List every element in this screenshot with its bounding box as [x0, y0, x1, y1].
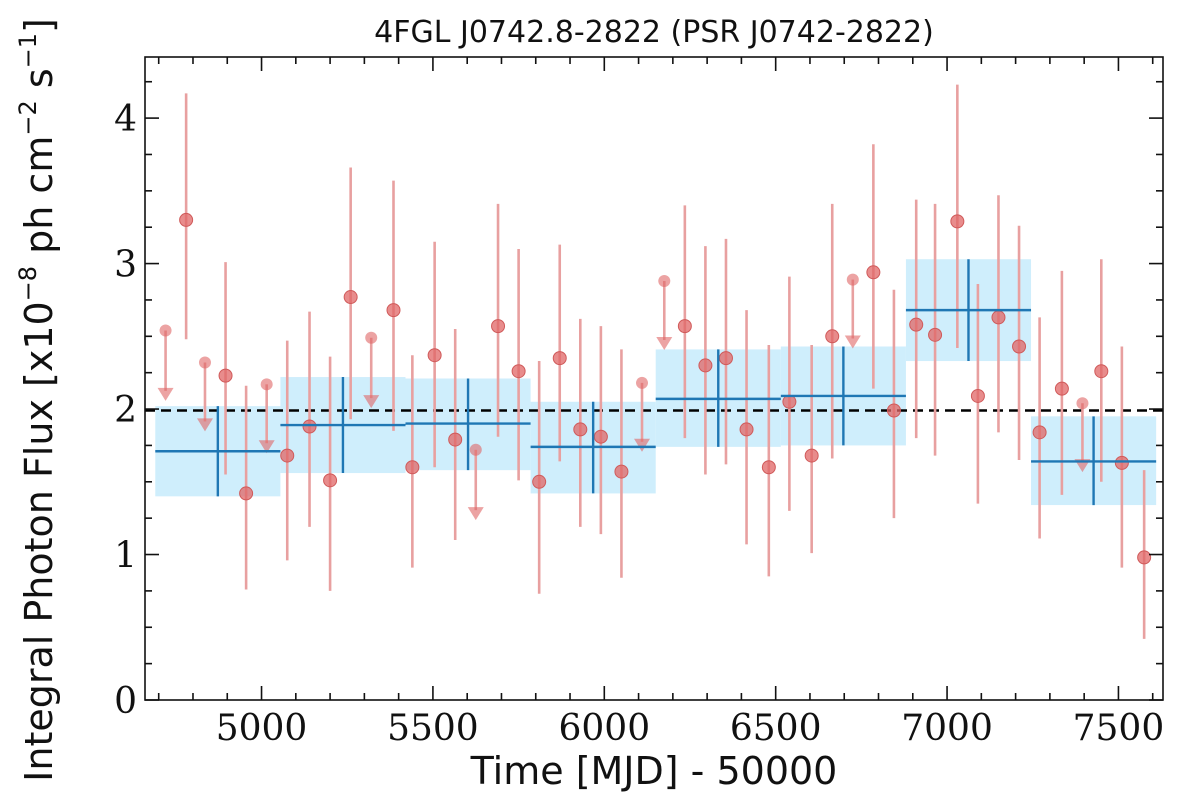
- upper-limit-arrow: [467, 507, 484, 521]
- y-tick-label: 3: [114, 245, 137, 286]
- upper-limit-arrow: [363, 395, 380, 409]
- flux-point: [511, 364, 526, 379]
- flux-point: [761, 460, 776, 475]
- plot-frame: [144, 56, 1164, 701]
- flux-point: [909, 317, 924, 332]
- flux-point: [698, 358, 713, 373]
- flux-point: [614, 464, 629, 479]
- x-tick-label: 7000: [901, 708, 993, 749]
- y-axis-label: Integral Photon Flux [x10−8 ph cm−2 s−1]: [14, 18, 61, 782]
- flux-point: [886, 403, 901, 418]
- y-tick-label: 2: [114, 390, 137, 431]
- upper-limit-point: [1076, 397, 1089, 410]
- flux-point: [1012, 339, 1027, 354]
- flux-point: [405, 460, 420, 475]
- y-axis-label-exp1: −8: [14, 266, 42, 301]
- upper-limit-point: [159, 324, 172, 337]
- flux-point: [970, 388, 985, 403]
- upper-limit-point: [658, 275, 671, 288]
- x-axis-label: Time [MJD] - 50000: [470, 749, 838, 793]
- x-tick-label: 5000: [216, 708, 308, 749]
- upper-limit-point: [846, 273, 859, 286]
- flux-point: [1032, 425, 1047, 440]
- tick-labels: 5000 5500 6000 6500 7000 7500 0 1 2 3 4: [114, 99, 1164, 749]
- flux-point: [950, 214, 965, 229]
- y-tick-label: 1: [114, 536, 137, 577]
- upper-limit-arrow: [157, 387, 174, 401]
- upper-limit-arrow: [656, 336, 673, 350]
- x-tick-label: 6500: [730, 708, 822, 749]
- y-axis-label-unit1: ph cm: [17, 136, 61, 266]
- upper-limit-point: [260, 378, 273, 391]
- upper-limit-point: [365, 331, 378, 344]
- x-tick-label: 6000: [558, 708, 650, 749]
- flux-point: [1137, 550, 1152, 565]
- y-axis-label-unit2: s: [17, 68, 61, 100]
- flux-point: [448, 432, 463, 447]
- flux-point: [991, 310, 1006, 325]
- flux-point: [928, 327, 943, 342]
- flux-point: [386, 303, 401, 318]
- upper-limit-arrow: [196, 418, 213, 432]
- axis-ticks: [145, 57, 1163, 701]
- y-tick-label: 4: [114, 99, 137, 140]
- flux-point: [179, 212, 194, 227]
- flux-point: [280, 448, 295, 463]
- flux-point: [804, 448, 819, 463]
- errorbar-layer: [164, 84, 1146, 639]
- flux-point: [739, 422, 754, 437]
- flux-point: [1114, 455, 1129, 470]
- flux-point: [1054, 381, 1069, 396]
- flux-point: [239, 486, 254, 501]
- flux-point: [1094, 364, 1109, 379]
- y-axis-label-close: ]: [17, 18, 61, 33]
- chart-title: 4FGL J0742.8-2822 (PSR J0742-2822): [374, 15, 934, 50]
- flux-point: [532, 474, 547, 489]
- y-axis-label-exp3: −1: [14, 33, 42, 68]
- upper-limit-point: [469, 443, 482, 456]
- flux-point: [782, 394, 797, 409]
- upper-limit-point: [636, 376, 649, 389]
- flux-point: [718, 351, 733, 366]
- x-tick-label: 7500: [1073, 708, 1165, 749]
- flux-point: [677, 319, 692, 334]
- upper-limit-point: [198, 356, 211, 369]
- y-tick-label: 0: [114, 681, 137, 722]
- flux-point: [825, 329, 840, 344]
- flux-point: [323, 473, 338, 488]
- flux-point: [343, 290, 358, 305]
- flux-point: [593, 429, 608, 444]
- y-axis-label-main: Integral Photon Flux [x10: [17, 301, 61, 782]
- flux-point: [552, 351, 567, 366]
- flux-point: [218, 368, 233, 383]
- flux-point: [491, 319, 506, 334]
- upper-limit-arrow: [634, 438, 651, 452]
- flux-point: [573, 422, 588, 437]
- flux-point: [302, 419, 317, 434]
- flux-point: [866, 265, 881, 280]
- bin-lines-layer: [155, 259, 1157, 506]
- x-tick-label: 5500: [387, 708, 479, 749]
- upper-limit-arrow: [844, 335, 861, 349]
- y-axis-label-exp2: −2: [14, 100, 42, 135]
- flux-point: [427, 348, 442, 363]
- upper-limit-arrow: [258, 440, 275, 454]
- binned-flux-layer: [155, 259, 1157, 506]
